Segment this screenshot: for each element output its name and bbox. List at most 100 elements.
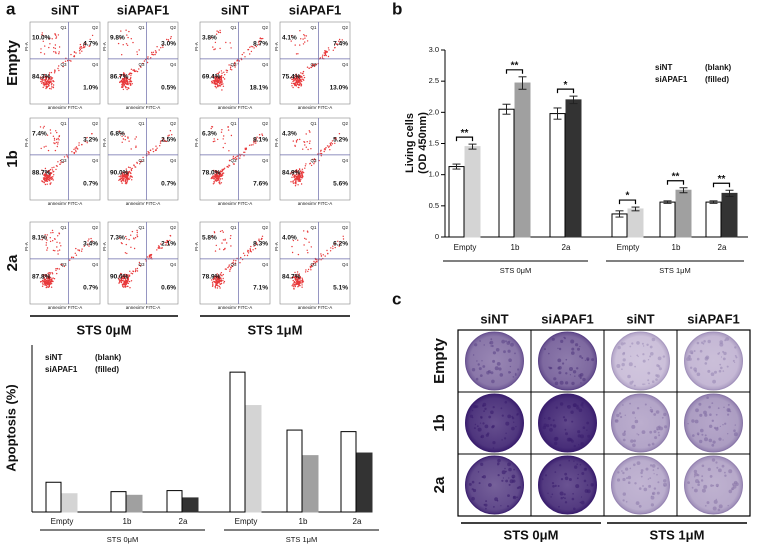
speck (656, 491, 660, 495)
quadrant-name: Q1 (61, 225, 68, 230)
event-dot (326, 145, 329, 147)
event-dot (338, 133, 341, 135)
event-dot (216, 75, 218, 78)
event-dot (217, 81, 219, 84)
speck (475, 377, 479, 381)
event-dot (50, 78, 52, 80)
event-dot (130, 80, 133, 83)
speck (647, 359, 650, 361)
speck (650, 503, 655, 507)
event-dot (56, 246, 58, 248)
event-dot (223, 167, 226, 169)
event-dot (46, 134, 49, 136)
event-dot (309, 267, 312, 269)
event-dot (228, 165, 231, 167)
event-dot (331, 140, 334, 142)
speck (504, 437, 507, 440)
speck (558, 505, 560, 508)
speck (715, 498, 717, 501)
event-dot (296, 271, 299, 273)
speck (651, 337, 656, 342)
event-dot (294, 274, 297, 276)
axis-label: annexinV FITC-A (218, 201, 253, 206)
event-dot (235, 158, 237, 160)
quadrant-name: Q4 (262, 62, 269, 67)
event-dot (45, 275, 47, 277)
column-header: siAPAF1 (289, 2, 342, 17)
event-dot (226, 165, 229, 168)
plot-frame (29, 221, 101, 305)
event-dot (41, 180, 44, 183)
event-dot (217, 284, 219, 287)
event-dot (304, 37, 306, 39)
event-dot (297, 82, 299, 84)
speck (550, 496, 552, 498)
speck (718, 369, 722, 373)
speck (574, 465, 578, 469)
bar (549, 113, 566, 238)
event-dot (41, 280, 43, 282)
event-dot (220, 278, 222, 280)
speck (553, 377, 557, 381)
speck (727, 504, 729, 507)
event-dot (258, 134, 261, 136)
event-dot (260, 38, 263, 40)
error-bar (709, 200, 718, 204)
event-dot (129, 270, 131, 272)
speck (503, 350, 506, 354)
speck (580, 403, 584, 407)
quadrant-percent: 8.7% (253, 41, 268, 48)
event-dot (212, 46, 214, 48)
event-dot (49, 80, 52, 82)
event-dot (212, 175, 214, 177)
event-dot (338, 40, 340, 42)
axis-label: PI-A (194, 42, 199, 51)
speck (663, 484, 666, 487)
speck (479, 374, 483, 377)
axis-label: PI-A (194, 242, 199, 251)
speck (508, 371, 511, 374)
speck (489, 340, 494, 345)
event-dot (297, 80, 299, 82)
well-texture (687, 458, 739, 512)
event-dot (295, 140, 298, 142)
event-dot (302, 170, 304, 172)
speck (490, 371, 494, 375)
speck (689, 350, 694, 354)
well-texture (471, 338, 520, 384)
event-dot (300, 171, 303, 174)
event-dot (299, 75, 302, 77)
speck (694, 472, 698, 477)
event-dot (290, 40, 292, 42)
event-dot (329, 250, 332, 252)
event-dot (148, 151, 150, 154)
event-dot (122, 88, 125, 91)
speck (513, 468, 515, 471)
quadrant-name: Q3 (231, 262, 238, 267)
event-dot (247, 252, 250, 254)
speck (657, 431, 660, 434)
event-dot (221, 81, 223, 83)
speck (584, 489, 589, 493)
event-dot (261, 133, 263, 135)
event-dot (253, 142, 255, 144)
event-dot (123, 174, 126, 177)
event-dot (299, 79, 302, 81)
event-dot (228, 150, 230, 152)
speck (477, 363, 480, 366)
event-dot (305, 163, 307, 165)
event-dot (320, 150, 322, 152)
speck (550, 423, 553, 427)
speck (513, 421, 515, 423)
speck (707, 369, 711, 373)
event-dot (297, 281, 300, 284)
speck (474, 423, 477, 426)
event-dot (58, 233, 61, 235)
speck (624, 414, 626, 416)
legend-name: siNT (655, 63, 672, 72)
event-dot (259, 43, 261, 45)
speck (734, 424, 736, 426)
event-dot (50, 172, 53, 175)
speck (734, 346, 737, 349)
speck (509, 365, 512, 368)
